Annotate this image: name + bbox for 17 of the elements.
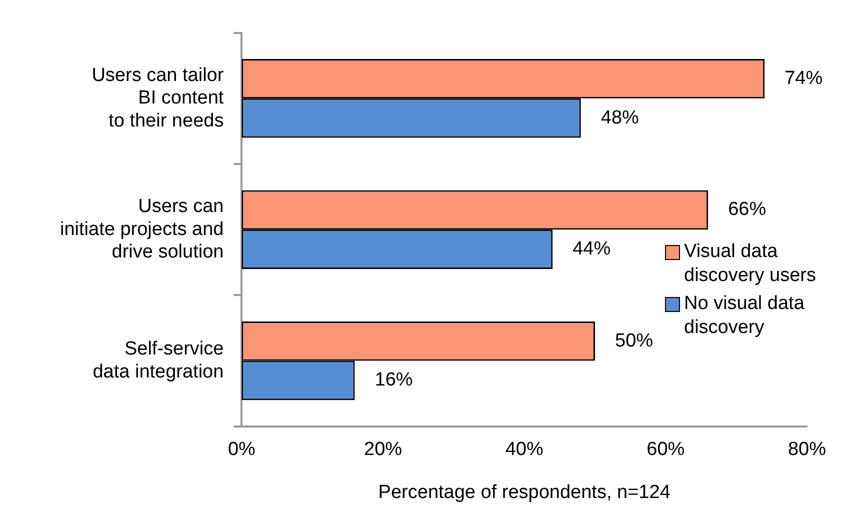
- x-axis-title: Percentage of respondents, n=124: [378, 482, 671, 503]
- y-tick-label: Users can tailor BI content to their needs: [92, 64, 224, 132]
- legend-label: Visual data discovery users: [684, 240, 816, 288]
- x-tick-label: 20%: [364, 439, 402, 460]
- x-tick-label: 80%: [788, 439, 826, 460]
- data-label: 50%: [615, 330, 654, 352]
- y-tick-label: Self-service data integration: [92, 338, 224, 382]
- y-tick-label: Users can initiate projects and drive solution: [60, 196, 224, 263]
- data-label: 44%: [572, 238, 611, 260]
- data-label: 66%: [728, 199, 766, 220]
- data-label: 48%: [600, 107, 640, 128]
- x-tick-label: 40%: [505, 439, 544, 460]
- x-tick-label: 0%: [228, 439, 256, 460]
- data-label: 74%: [784, 68, 823, 89]
- data-label: 16%: [374, 370, 413, 391]
- x-tick-label: 60%: [646, 439, 685, 460]
- legend-label: No visual data discovery: [684, 292, 804, 340]
